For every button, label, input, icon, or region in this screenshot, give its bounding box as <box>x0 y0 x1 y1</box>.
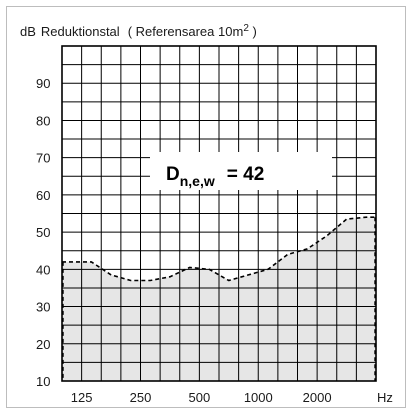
annotation-box <box>150 152 332 190</box>
y-tick-label: 50 <box>36 225 50 240</box>
y-tick-label: 70 <box>36 151 50 166</box>
x-tick-label: 2000 <box>303 390 332 405</box>
reference-curve-line <box>62 216 376 282</box>
plot-frame <box>61 45 377 382</box>
y-tick-label: 20 <box>36 337 50 352</box>
x-tick-label: 1000 <box>244 390 273 405</box>
annotation-value: = 42 <box>227 164 265 185</box>
title-unit: dB <box>20 24 36 39</box>
x-tick-label: 250 <box>130 390 152 405</box>
y-tick-label: 40 <box>36 262 50 277</box>
title-text: Reduktionstal <box>41 24 120 39</box>
annotation-main: D <box>166 164 180 185</box>
y-tick-label: 10 <box>36 374 50 389</box>
x-unit-label: Hz <box>377 390 393 405</box>
x-tick-label: 500 <box>189 390 211 405</box>
title-close: ) <box>249 24 257 39</box>
y-tick-label: 30 <box>36 300 50 315</box>
title-superscript: 2 <box>243 23 249 34</box>
y-tick-label: 80 <box>36 113 50 128</box>
y-tick-label: 90 <box>36 76 50 91</box>
x-tick-label: 125 <box>71 390 93 405</box>
annotation-subscript: n,e,w <box>180 173 215 189</box>
y-tick-label: 60 <box>36 188 50 203</box>
chart-title: dB Reduktionstal ( Referensarea 10m2 ) <box>20 23 257 39</box>
annotation-label: Dn,e,w = 42 <box>166 164 264 189</box>
title-reference: ( Referensarea 10m <box>128 24 244 39</box>
